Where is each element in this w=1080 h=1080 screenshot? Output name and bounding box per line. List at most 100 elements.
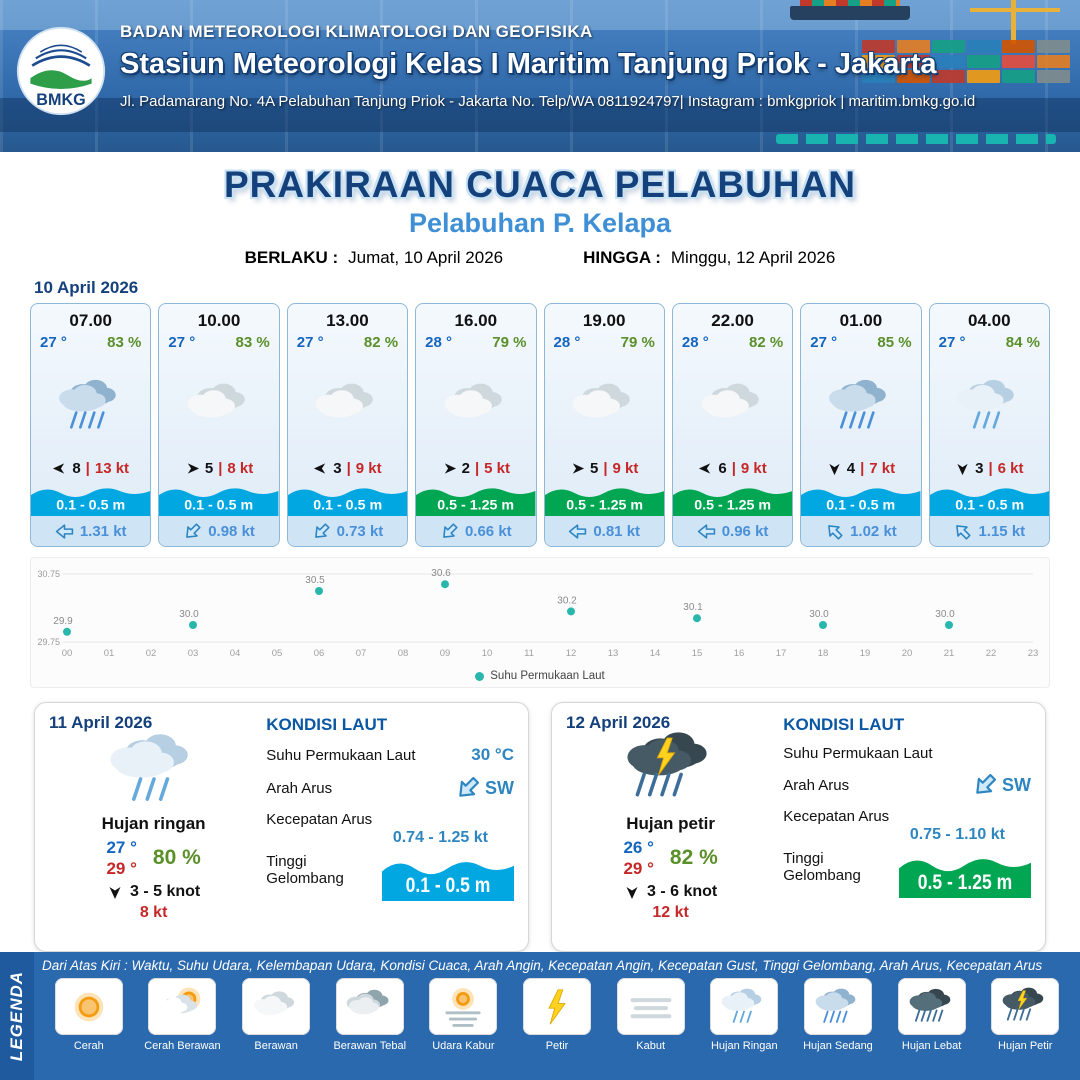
legend-item-label: Hujan Petir xyxy=(998,1040,1053,1052)
bmkg-logo-text: BMKG xyxy=(36,91,85,109)
legend-icon-hujan-sedang xyxy=(803,978,872,1035)
svg-text:0.1 - 0.5 m: 0.1 - 0.5 m xyxy=(313,497,382,513)
wave-height-badge: 0.5 - 1.25 m xyxy=(672,488,793,516)
legend-item-label: Cerah xyxy=(73,1040,104,1052)
svg-text:0.5 - 1.25 m: 0.5 - 1.25 m xyxy=(566,497,643,513)
air-temperature: 27 ° xyxy=(938,334,966,351)
divider: | xyxy=(731,460,736,477)
sea-conditions-title: KONDISI LAUT xyxy=(266,715,388,734)
svg-text:0.5 - 1.25 m: 0.5 - 1.25 m xyxy=(694,497,771,513)
legend-item-label: Udara Kabur xyxy=(432,1040,495,1052)
forecast-card: 10.00 27 ° 83 % 5 | 8 kt 0.1 - 0.5 m 0.9… xyxy=(158,303,280,547)
daily-forecast-card: 12 April 2026 Hujan petir 26 ° 29 ° 82 %… xyxy=(551,702,1046,952)
divider: | xyxy=(603,460,608,477)
forecast-card: 01.00 27 ° 85 % 4 | 7 kt 0.1 - 0.5 m 1.0… xyxy=(800,303,922,547)
svg-text:15: 15 xyxy=(692,648,703,659)
svg-text:0.1 - 0.5 m: 0.1 - 0.5 m xyxy=(826,497,895,513)
forecast-card: 19.00 28 ° 79 % 5 | 9 kt 0.5 - 1.25 m 0.… xyxy=(543,303,665,547)
current-direction-label: Arah Arus xyxy=(783,776,850,794)
temp-humidity-row: 28 ° 79 % xyxy=(416,331,535,351)
divider: | xyxy=(85,460,90,477)
gust-speed: 9 kt xyxy=(355,460,382,477)
forecast-card: 16.00 28 ° 79 % 2 | 5 kt 0.5 - 1.25 m 0.… xyxy=(415,303,537,547)
wind-row: 5 | 9 kt xyxy=(545,460,664,482)
legend-item: Petir xyxy=(510,978,604,1052)
legend-item: Kabut xyxy=(604,978,698,1052)
legend-item-label: Cerah Berawan xyxy=(144,1040,221,1052)
weather-icon-berawan xyxy=(416,351,535,460)
legend-item-label: Berawan xyxy=(254,1040,298,1052)
sst-chart-plot: 29.75 30.75 00 01 02 03 04 05 06 07 08 09 10 11 12 13 14… xyxy=(33,560,1047,669)
temp-min: 26 ° xyxy=(623,838,654,857)
svg-text:21: 21 xyxy=(944,648,955,659)
sea-conditions: KONDISI LAUT Suhu Permukaan Laut 30 °C A… xyxy=(258,713,514,941)
crane-arm-illustration xyxy=(970,8,1060,12)
temp-humidity-row: 27 ° 84 % xyxy=(930,331,1049,351)
wind-row: 3 | 6 kt xyxy=(930,460,1049,482)
current-speed: 0.98 kt xyxy=(208,522,255,540)
legend-item: Cerah xyxy=(42,978,136,1052)
wind-direction-arrow-icon xyxy=(314,463,326,474)
current-direction-value: SW xyxy=(972,772,1031,798)
svg-text:30.2: 30.2 xyxy=(557,595,577,606)
legend-description: Dari Atas Kiri : Waktu, Suhu Udara, Kele… xyxy=(42,958,1043,973)
wind-row: 4 | 7 kt xyxy=(801,460,920,482)
legend-item: Hujan Lebat xyxy=(885,978,979,1052)
divider: | xyxy=(860,460,865,477)
daily-gust: 8 kt xyxy=(139,903,168,921)
gust-speed: 8 kt xyxy=(227,460,254,477)
daily-wave-badge: 0.5 - 1.25 m xyxy=(899,850,1031,898)
weather-icon-berawan xyxy=(288,351,407,460)
legend-item-label: Kabut xyxy=(636,1040,666,1052)
header-texts: BADAN METEOROLOGI KLIMATOLOGI DAN GEOFIS… xyxy=(120,22,1066,110)
station-address: Jl. Padamarang No. 4A Pelabuhan Tanjung … xyxy=(120,93,976,110)
forecast-time: 04.00 xyxy=(968,311,1011,330)
legend-icon-udara-kabur xyxy=(429,978,498,1035)
legend-dot-icon xyxy=(475,671,485,681)
forecast-cards-row: 07.00 27 ° 83 % 8 | 13 kt 0.1 - 0.5 m 1.… xyxy=(0,303,1080,547)
svg-text:0.1 - 0.5 m: 0.1 - 0.5 m xyxy=(955,497,1024,513)
forecast-time: 07.00 xyxy=(69,311,112,330)
humidity: 79 % xyxy=(492,334,527,351)
divider: | xyxy=(218,460,223,477)
svg-text:30.75: 30.75 xyxy=(37,569,60,579)
daily-condition: Hujan ringan xyxy=(101,814,206,833)
wind-row: 3 | 9 kt xyxy=(288,460,407,482)
air-temperature: 28 ° xyxy=(681,334,709,351)
forecast-card: 07.00 27 ° 83 % 8 | 13 kt 0.1 - 0.5 m 1.… xyxy=(30,303,152,547)
wind-direction-arrow-icon xyxy=(109,886,121,899)
forecast-date: 10 April 2026 xyxy=(34,278,139,297)
weather-icon-hujan-ringan xyxy=(930,351,1049,460)
wave-height-badge: 0.5 - 1.25 m xyxy=(544,488,664,516)
current-speed: 1.15 kt xyxy=(978,522,1026,540)
title-section: PRAKIRAAN CUACA PELABUHAN Pelabuhan P. K… xyxy=(0,152,1080,268)
legend-icon-kabut xyxy=(616,978,685,1035)
current-direction-arrow-icon xyxy=(443,522,458,538)
svg-text:13: 13 xyxy=(608,648,619,659)
weather-icon-hujan-petir xyxy=(615,725,727,820)
wind-direction-arrow-icon xyxy=(572,463,585,474)
air-temperature: 27 ° xyxy=(168,334,196,351)
sst-value: 30 °C xyxy=(471,745,514,764)
svg-text:06: 06 xyxy=(314,648,325,659)
wind-speed: 4 xyxy=(846,460,856,477)
ship-illustration xyxy=(790,0,910,20)
crane-illustration xyxy=(1011,0,1016,44)
weather-icon-hujan-sedang xyxy=(31,351,150,460)
current-speed: 0.66 kt xyxy=(464,522,512,540)
sst-label: Suhu Permukaan Laut xyxy=(783,745,933,762)
wave-height: 0.5 - 1.25 m xyxy=(672,482,793,516)
svg-text:04: 04 xyxy=(230,648,241,659)
wind-row: 5 | 8 kt xyxy=(159,460,278,482)
chart-legend-label: Suhu Permukaan Laut xyxy=(490,670,605,682)
daily-wind-range: 3 - 6 knot xyxy=(647,882,718,900)
header: BMKG BADAN METEOROLOGI KLIMATOLOGI DAN G… xyxy=(0,0,1080,152)
wave-height: 0.1 - 0.5 m xyxy=(929,482,1049,516)
svg-text:0.1 - 0.5 m: 0.1 - 0.5 m xyxy=(56,497,125,513)
wind-speed: 5 xyxy=(589,460,599,477)
temp-min: 27 ° xyxy=(106,838,137,857)
humidity: 83 % xyxy=(107,334,142,351)
legend-item-label: Petir xyxy=(545,1040,569,1052)
legend-icon-hujan-lebat xyxy=(897,978,966,1035)
